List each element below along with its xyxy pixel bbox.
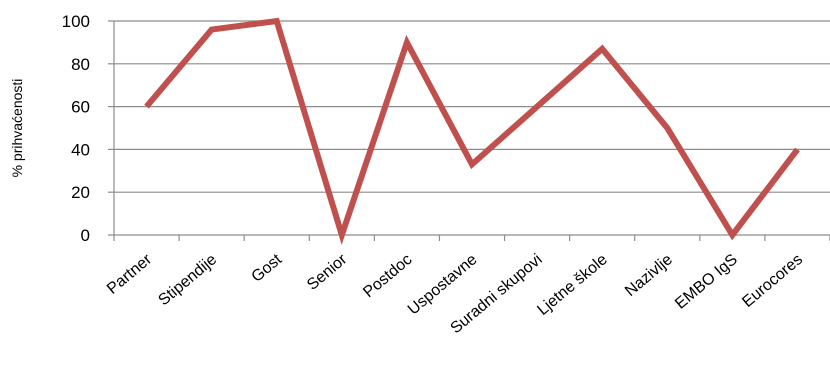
x-tick-label: Stipendije [155,251,220,309]
series-layer [144,17,800,245]
x-tick-label: Partner [104,251,156,298]
y-tick-label: 80 [71,55,90,74]
y-tick-label: 60 [71,98,90,117]
y-tick-label: 20 [71,183,90,202]
axes [108,20,830,241]
series-line [144,17,800,245]
y-tick-label: 40 [71,140,90,159]
x-tick-label: Gost [248,251,285,286]
x-tick-label: Postdoc [360,251,415,301]
x-tick-labels: Partner Stipendije Gost Senior PostdocUspost… [104,251,806,338]
y-tick-labels: 0 20 40 60 80 100 [62,12,90,245]
y-tick-label: 100 [62,12,90,31]
x-tick-label: Nazivlje [622,251,676,300]
x-tick-label: Ljetne škole [534,251,610,319]
gridlines [114,20,830,193]
x-tick-label: Senior [304,251,351,294]
y-tick-label: 0 [81,226,90,245]
x-tick-label: Eurocores [739,251,806,311]
y-axis-title: % prihvaćenosti [9,79,25,178]
x-tick-label: EMBO IgS [672,251,741,313]
